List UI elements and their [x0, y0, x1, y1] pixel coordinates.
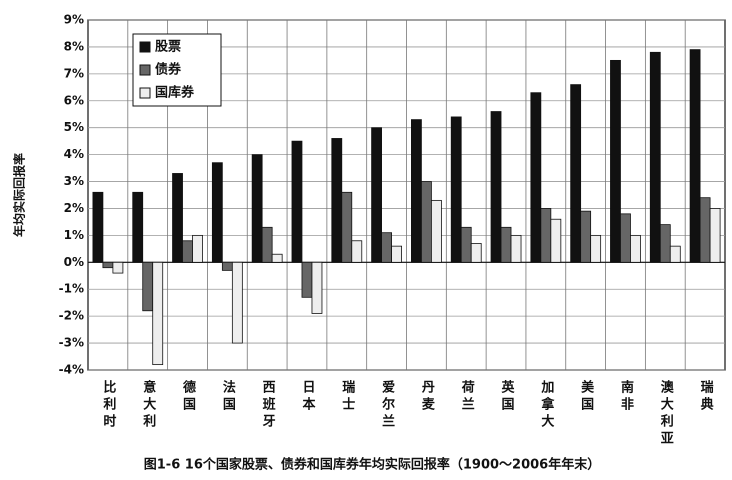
y-tick-label: -4%: [59, 363, 84, 377]
bar: [182, 240, 193, 263]
y-tick-label: 1%: [64, 228, 84, 242]
bar: [540, 208, 552, 263]
bar: [251, 154, 263, 263]
bar: [669, 245, 681, 263]
bar: [709, 208, 721, 263]
x-tick-label: 德国: [180, 379, 196, 414]
x-tick-label: 比利时: [100, 379, 116, 431]
bar: [590, 234, 602, 263]
x-tick-label: 意大利: [140, 379, 156, 431]
bar: [699, 197, 711, 263]
bar: [649, 51, 661, 263]
x-tick-label: 瑞士: [339, 379, 355, 414]
bar: [421, 181, 432, 263]
x-tick-label: 瑞典: [698, 379, 714, 414]
bar: [291, 140, 303, 263]
x-tick-label: 荷兰: [459, 379, 476, 414]
y-tick-label: 2%: [64, 201, 84, 215]
bar: [172, 173, 183, 263]
bar: [411, 119, 422, 263]
x-tick-label: 爱尔兰: [379, 379, 395, 431]
bar: [510, 234, 522, 263]
bar: [530, 92, 542, 263]
x-tick-label: 英国: [499, 379, 516, 414]
x-tick-label: 丹麦: [419, 380, 435, 414]
y-axis-title: 年均实际回报率: [12, 153, 27, 237]
bar: [142, 261, 154, 312]
y-tick-label: 3%: [64, 174, 84, 188]
bar: [490, 111, 502, 263]
bar: [102, 261, 114, 269]
bar: [630, 234, 641, 263]
bar: [311, 261, 323, 314]
x-tick-label: 西班牙: [260, 380, 276, 431]
y-tick-label: 9%: [64, 13, 84, 27]
bar: [689, 49, 701, 263]
bar: [301, 261, 313, 298]
bar: [381, 232, 392, 263]
bar: [152, 261, 164, 366]
bar: [231, 261, 243, 344]
legend-label: 国库券: [155, 85, 195, 101]
x-tick-label: 日本: [299, 380, 315, 414]
bar: [460, 226, 472, 263]
bar: [580, 210, 592, 263]
x-tick-label: 美国: [578, 379, 594, 414]
bar: [192, 234, 203, 263]
bar: [659, 224, 671, 263]
chart-title: 图1-6 16个国家股票、债券和国库券年均实际回报率（1900～2006年年末）: [144, 457, 600, 473]
y-tick-label: -2%: [59, 309, 84, 323]
legend-swatch: [139, 87, 151, 99]
legend-label: 债券: [155, 62, 182, 78]
y-tick-label: 7%: [64, 66, 84, 80]
x-tick-label: 法国: [220, 379, 236, 414]
bar: [470, 243, 482, 263]
bar: [261, 226, 273, 263]
bar: [610, 59, 621, 263]
bar: [431, 199, 442, 263]
bar: [391, 245, 402, 263]
bar: [331, 138, 343, 263]
bar: [112, 261, 124, 274]
y-tick-label: -3%: [59, 336, 84, 350]
bar: [341, 191, 353, 263]
bar: [211, 162, 223, 263]
legend-label: 股票: [155, 39, 181, 55]
bar: [371, 127, 382, 263]
x-tick-label: 加拿大: [538, 380, 555, 431]
y-tick-label: -1%: [59, 282, 84, 296]
x-tick-label: 南非: [618, 379, 634, 414]
x-tick-label: 澳大利亚: [658, 379, 674, 448]
bar: [351, 240, 363, 263]
bar: [92, 191, 104, 263]
bar: [550, 218, 562, 263]
y-tick-label: 4%: [64, 147, 84, 161]
bar: [221, 261, 233, 271]
bar: [450, 116, 462, 263]
bar: [620, 213, 631, 263]
y-tick-label: 5%: [64, 120, 84, 134]
bar: [132, 191, 144, 263]
y-tick-label: 8%: [64, 39, 84, 53]
legend-swatch: [139, 41, 151, 53]
y-tick-label: 0%: [64, 255, 84, 269]
bar: [271, 253, 283, 263]
legend-swatch: [139, 64, 151, 76]
bar: [570, 84, 582, 263]
y-tick-label: 6%: [64, 93, 84, 107]
bar: [500, 226, 512, 263]
